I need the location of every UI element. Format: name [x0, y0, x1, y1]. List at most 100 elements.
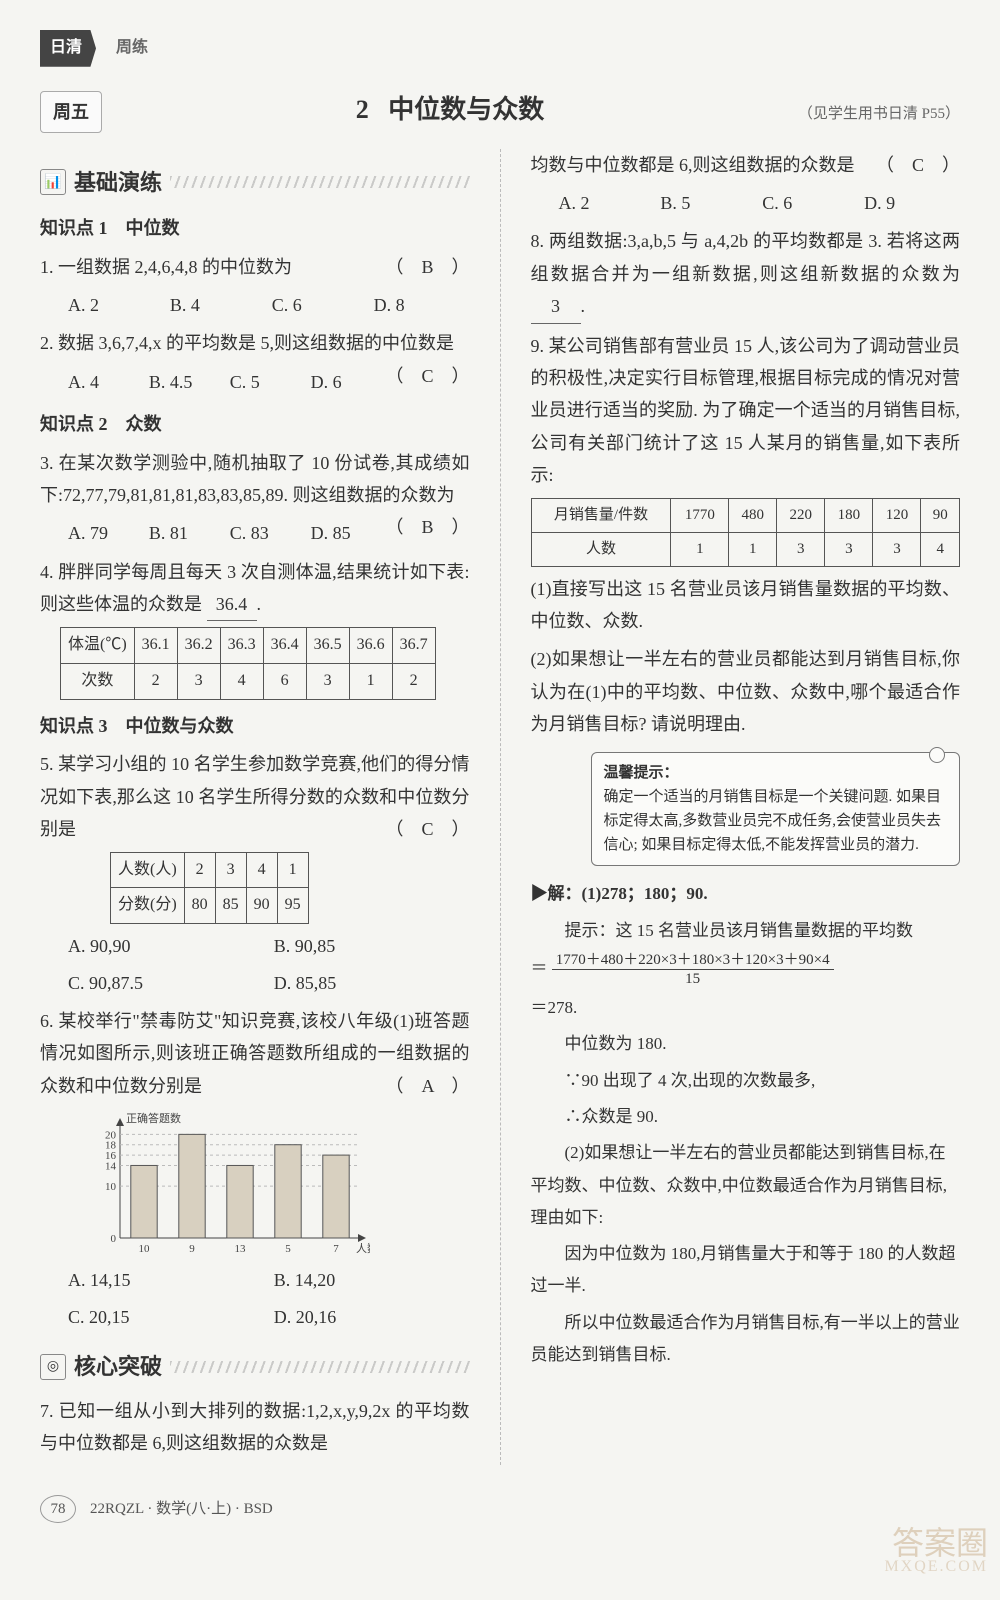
- sol-line: (2)如果想让一半左右的营业员都能达到销售目标,在平均数、中位数、众数中,中位数…: [531, 1137, 961, 1234]
- q5-choice-d: D. 85,85: [274, 967, 470, 999]
- cell: 3: [873, 532, 921, 566]
- cell: 480: [729, 498, 777, 532]
- cell: 次数: [61, 664, 135, 700]
- cell: 3: [215, 852, 246, 888]
- svg-text:18: 18: [105, 1140, 117, 1152]
- knowledge-point-1: 知识点 1 中位数: [40, 212, 470, 244]
- cell: 2: [134, 664, 177, 700]
- svg-text:16: 16: [105, 1150, 117, 1162]
- q5-table: 人数(人) 2 3 4 1 分数(分) 80 85 90 95: [110, 852, 309, 925]
- svg-text:0: 0: [111, 1233, 117, 1245]
- q9-solution: ▶解：(1)278；180；90. 提示：这 15 名营业员该月销售量数据的平均…: [531, 878, 961, 1371]
- cell: 220: [777, 498, 825, 532]
- q2-choices: A. 4 B. 4.5 C. 5 D. 6: [40, 366, 385, 398]
- q7-choice-d: D. 9: [864, 187, 960, 219]
- q9-table: 月销售量/件数 1770 480 220 180 120 90 人数 1 1 3…: [531, 498, 961, 567]
- section-basic-header: 📊 基础演练: [40, 163, 470, 203]
- svg-text:13: 13: [235, 1243, 247, 1255]
- fraction-denominator: 15: [552, 970, 834, 988]
- target-icon: ◎: [40, 1354, 66, 1380]
- q9-part1: (1)直接写出这 15 名营业员该月销售量数据的平均数、中位数、众数.: [531, 573, 961, 638]
- q8-blank: 3: [531, 290, 581, 323]
- cell: 1770: [671, 498, 729, 532]
- reference-note: （见学生用书日清 P55）: [798, 101, 960, 128]
- question-8: 8. 两组数据:3,a,b,5 与 a,4,2b 的平均数都是 3. 若将这两组…: [531, 225, 961, 323]
- question-3: 3. 在某次数学测验中,随机抽取了 10 份试卷,其成绩如下:72,77,79,…: [40, 447, 470, 512]
- q7-text-part: 7. 已知一组从小到大排列的数据:1,2,x,y,9,2x 的平均数与中位数都是…: [40, 1401, 470, 1453]
- question-9: 9. 某公司销售部有营业员 15 人,该公司为了调动营业员的积极性,决定实行目标…: [531, 330, 961, 492]
- knowledge-point-2: 知识点 2 众数: [40, 408, 470, 440]
- svg-text:人数: 人数: [356, 1242, 370, 1255]
- q6-choices: A. 14,15 B. 14,20 C. 20,15 D. 20,16: [40, 1264, 470, 1333]
- watermark-sub: MXQE.COM: [884, 1559, 988, 1575]
- footer: 78 22RQZL · 数学(八·上) · BSD: [40, 1495, 960, 1523]
- knowledge-point-3: 知识点 3 中位数与众数: [40, 710, 470, 742]
- q5-choice-b: B. 90,85: [274, 930, 470, 962]
- q2-choice-d: D. 6: [311, 366, 386, 398]
- fraction-numerator: 1770＋480＋220×3＋180×3＋120×3＋90×4: [552, 951, 834, 970]
- cell: 180: [825, 498, 873, 532]
- cell: 2: [184, 852, 215, 888]
- q6-choice-b: B. 14,20: [274, 1264, 470, 1296]
- q6-answer: （ A ）: [385, 1070, 469, 1102]
- cell: 85: [215, 888, 246, 924]
- cell: 人数: [531, 532, 671, 566]
- fraction: 1770＋480＋220×3＋180×3＋120×3＋90×4 15: [552, 951, 834, 988]
- q7-choice-c: C. 6: [762, 187, 858, 219]
- table-row: 分数(分) 80 85 90 95: [111, 888, 309, 924]
- header-tag2: 周练: [106, 30, 158, 67]
- cell: 分数(分): [111, 888, 185, 924]
- q3-choice-b: B. 81: [149, 517, 224, 549]
- cell: 80: [184, 888, 215, 924]
- table-row: 次数 2 3 4 6 3 1 2: [61, 664, 436, 700]
- cell: 36.3: [220, 628, 263, 664]
- sol-head: ▶解：(1)278；180；90.: [531, 878, 961, 910]
- cell: 人数(人): [111, 852, 185, 888]
- title-row: 周五 2 中位数与众数 （见学生用书日清 P55）: [40, 87, 960, 134]
- q2-answer: （ C ）: [385, 360, 469, 392]
- sol-line: ∵90 出现了 4 次,出现的次数最多,: [531, 1065, 961, 1097]
- q5-choices: A. 90,90 B. 90,85 C. 90,87.5 D. 85,85: [40, 930, 470, 999]
- decorative-stripes: [170, 1361, 469, 1373]
- question-2: 2. 数据 3,6,7,4,x 的平均数是 5,则这组数据的中位数是 （ C ）: [40, 327, 470, 359]
- q2-choice-a: A. 4: [68, 366, 143, 398]
- q2-choice-b: B. 4.5: [149, 366, 224, 398]
- sol-eq: ＝278.: [531, 992, 961, 1024]
- question-7-stem: 7. 已知一组从小到大排列的数据:1,2,x,y,9,2x 的平均数与中位数都是…: [40, 1395, 470, 1460]
- sol-line: 中位数为 180.: [531, 1028, 961, 1060]
- q7-choices: A. 2 B. 5 C. 6 D. 9: [531, 187, 961, 219]
- q1-answer: （ B ）: [385, 251, 469, 283]
- q1-choices: A. 2 B. 4 C. 6 D. 8: [40, 289, 470, 321]
- q3-choice-a: A. 79: [68, 517, 143, 549]
- q1-text: 1. 一组数据 2,4,6,4,8 的中位数为: [40, 257, 292, 277]
- cell: 体温(℃): [61, 628, 135, 664]
- page-number: 78: [40, 1495, 76, 1523]
- left-column: 📊 基础演练 知识点 1 中位数 1. 一组数据 2,4,6,4,8 的中位数为…: [40, 149, 470, 1466]
- q7-answer: （ C ）: [876, 149, 960, 181]
- q7-choice-a: A. 2: [559, 187, 655, 219]
- q8-text: 8. 两组数据:3,a,b,5 与 a,4,2b 的平均数都是 3. 若将这两组…: [531, 231, 961, 283]
- sol-line: 所以中位数最适合作为月销售目标,有一半以上的营业员能达到销售目标.: [531, 1307, 961, 1372]
- q1-choice-c: C. 6: [272, 289, 368, 321]
- q3-choice-d: D. 85: [311, 517, 386, 549]
- cell: 1: [277, 852, 308, 888]
- cell: 36.6: [349, 628, 392, 664]
- q3-answer: （ B ）: [385, 511, 469, 543]
- q1-choice-d: D. 8: [374, 289, 470, 321]
- watermark: 答案圈 MXQE.COM: [884, 1527, 988, 1575]
- question-5: 5. 某学习小组的 10 名学生参加数学竞赛,他们的得分情况如下表,那么这 10…: [40, 748, 470, 845]
- cell: 1: [349, 664, 392, 700]
- table-row: 人数(人) 2 3 4 1: [111, 852, 309, 888]
- section-core-header: ◎ 核心突破: [40, 1347, 470, 1387]
- cell: 1: [671, 532, 729, 566]
- day-tag: 周五: [40, 91, 102, 133]
- q4-blank: 36.4: [207, 588, 257, 621]
- svg-text:14: 14: [105, 1161, 117, 1173]
- q4-table: 体温(℃) 36.1 36.2 36.3 36.4 36.5 36.6 36.7…: [60, 627, 436, 700]
- cell: 90: [246, 888, 277, 924]
- column-separator: [500, 149, 501, 1466]
- chart-icon: 📊: [40, 169, 66, 195]
- cell: 月销售量/件数: [531, 498, 671, 532]
- page-title: 2 中位数与众数: [122, 87, 778, 134]
- sol-fraction-line: ＝ 1770＋480＋220×3＋180×3＋120×3＋90×4 15: [531, 951, 961, 988]
